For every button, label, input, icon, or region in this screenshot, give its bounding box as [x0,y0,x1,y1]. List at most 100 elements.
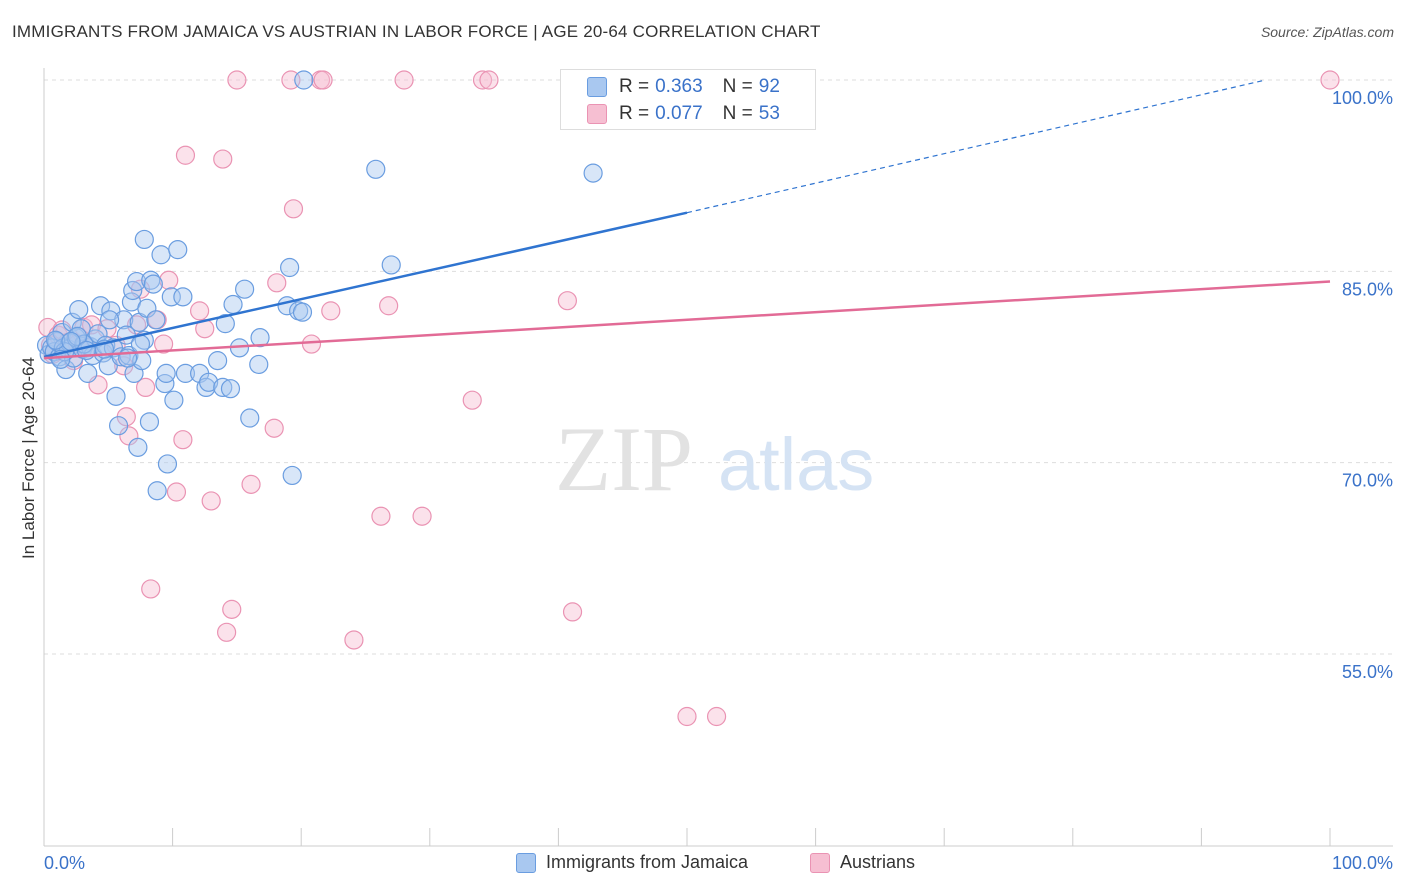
jamaica-point [143,274,163,294]
n-label: N = [722,103,753,124]
austrians-point [166,482,187,502]
n-value: 53 [758,103,780,124]
jamaica-point [146,310,166,330]
jamaica-point [213,377,233,398]
austrians-point [462,390,482,410]
jamaica-point [139,412,160,432]
bottom-legend-label-jamaica: Immigrants from Jamaica [546,852,749,872]
austrians-point [213,149,233,169]
jamaica-point [90,296,111,316]
austrians-point [562,602,583,622]
jamaica-point [381,255,401,275]
source-label: Source: ZipAtlas.com [1260,24,1394,40]
jamaica-point [249,354,269,375]
austrians-points [38,70,1340,727]
jamaica-point [366,159,386,179]
y-tick-label: 100.0% [1332,88,1393,108]
jamaica-point [151,245,171,265]
bottom-legend-jamaica[interactable]: Immigrants from Jamaica [516,852,748,873]
jamaica-point [235,279,255,299]
austrians-point [321,301,341,321]
jamaica-point [168,240,188,260]
austrians-trend-line [43,280,1331,360]
axes [43,68,1393,847]
jamaica-point [69,300,89,320]
jamaica-point [161,287,181,307]
austrians-point [141,579,161,599]
x-tick-label: 100.0% [1332,853,1393,873]
n-value: 92 [758,76,780,97]
austrians-point [175,145,196,165]
jamaica-point [106,386,126,406]
jamaica-point [155,373,175,394]
jamaica-point [282,465,302,486]
austrians-point [301,334,322,354]
austrians-point [173,430,193,450]
jamaica-point [173,287,193,307]
jamaica-point [215,314,235,334]
austrians-point [201,491,221,511]
tick-labels: 55.0% 70.0% 85.0% 100.0% 0.0% 100.0% [44,88,1393,873]
y-tick-label: 55.0% [1342,662,1393,682]
jamaica-point [156,363,176,383]
austrians-point [706,706,727,727]
jamaica-point [240,408,260,428]
austrians-point [344,630,364,650]
jamaica-point [114,310,134,330]
austrians-point [479,70,499,90]
gridlines [44,79,1393,655]
jamaica-point [280,257,300,278]
y-tick-label: 70.0% [1342,471,1393,491]
trend-lines [43,79,1331,360]
chart-title: IMMIGRANTS FROM JAMAICA VS AUSTRIAN IN L… [12,22,821,41]
jamaica-point [128,437,148,457]
jamaica-point [196,377,216,398]
jamaica-point [147,481,167,501]
jamaica-point [294,70,314,90]
austrians-point [222,599,242,619]
jamaica-point [220,379,241,399]
watermark-zip: ZIP [555,408,693,510]
jamaica-point [157,454,178,474]
jamaica-point [126,271,147,292]
bottom-legend-swatch-jamaica [516,852,536,873]
jamaica-point [108,416,129,436]
jamaica-trend-line [43,211,688,359]
bottom-legend-austrians[interactable]: Austrians [810,852,915,873]
jamaica-point [199,372,219,392]
austrians-point [227,70,247,90]
jamaica-point [134,229,154,250]
legend-row-jamaica: R = 0.363 N = 92 [587,74,800,100]
y-tick-label: 85.0% [1342,279,1393,299]
austrians-point [394,70,414,90]
r-value: 0.077 [655,103,703,124]
jamaica-point [250,328,270,348]
austrians-point [264,418,284,438]
jamaica-point [78,363,98,383]
austrians-point [379,296,399,316]
correlation-legend: R = 0.363 N = 92 R = 0.077 N = 53 [560,69,816,130]
austrians-point [241,474,261,494]
austrians-point [677,706,697,727]
jamaica-point [175,363,196,383]
r-label: R = [619,103,650,124]
legend-row-austrians: R = 0.077 N = 53 [587,101,800,127]
jamaica-point [292,302,313,322]
austrians-point [283,199,304,219]
bottom-legend-swatch-austrians [810,852,830,873]
austrians-point [557,291,578,311]
austrians-point [313,70,333,90]
austrians-point [267,273,287,293]
r-label: R = [619,76,650,97]
jamaica-point [223,294,243,315]
n-label: N = [722,76,753,97]
austrians-point [472,70,493,90]
austrians-point [412,506,432,526]
legend-swatch-austrians [587,104,607,124]
x-tick-label: 0.0% [44,853,85,873]
jamaica-point [45,330,66,350]
watermark: ZIP atlas [555,408,874,510]
austrians-point [1320,70,1340,90]
austrians-point [371,506,391,526]
